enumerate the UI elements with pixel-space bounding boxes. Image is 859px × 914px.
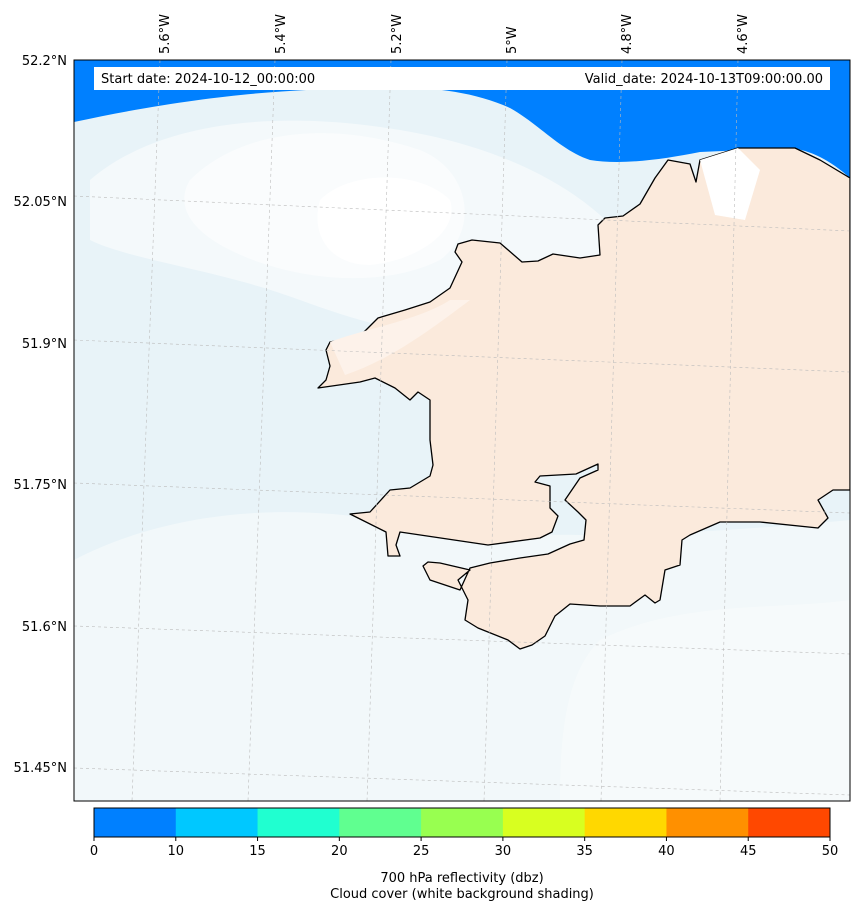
- colorbar-segment: [421, 808, 504, 837]
- colorbar: 0 10 15 20 25 30 35 40 45 50: [90, 807, 839, 859]
- lon-label-5-6w: 5.6°W: [158, 14, 173, 54]
- land-shading-light: [330, 300, 470, 375]
- lat-label-51-6n: 51.6°N: [22, 620, 67, 635]
- colorbar-tick-label: 15: [249, 844, 266, 859]
- colorbar-tick-label: 25: [413, 844, 430, 859]
- lon-label-4-8w: 4.8°W: [620, 14, 635, 54]
- colorbar-segment: [175, 808, 259, 837]
- colorbar-label-reflectivity: 700 hPa reflectivity (dbz): [380, 871, 544, 886]
- colorbar-segment: [748, 808, 831, 837]
- colorbar-tick-label: 40: [658, 844, 675, 859]
- colorbar-segment: [584, 808, 667, 837]
- latitude-labels: 52.2°N 52.05°N 51.9°N 51.75°N 51.6°N 51.…: [14, 54, 67, 776]
- lon-label-5w: 5°W: [505, 26, 520, 54]
- colorbar-tick-label: 45: [740, 844, 757, 859]
- cloud-cover-shading-southeast: [560, 600, 850, 801]
- map-panel: [74, 60, 850, 801]
- valid-date-label: Valid_date: 2024-10-13T09:00:00.00: [585, 72, 823, 87]
- lat-label-51-9n: 51.9°N: [22, 337, 67, 352]
- lat-label-52-2n: 52.2°N: [22, 54, 67, 69]
- colorbar-segment: [257, 808, 340, 837]
- start-date-label: Start date: 2024-10-12_00:00:00: [101, 72, 315, 87]
- colorbar-segment: [339, 808, 422, 837]
- lat-label-52-05n: 52.05°N: [14, 195, 67, 210]
- colorbar-tick-label: 50: [822, 844, 839, 859]
- land-cloud-patch: [700, 148, 760, 220]
- colorbar-frame: [93, 807, 831, 838]
- colorbar-tick-label: 30: [495, 844, 512, 859]
- colorbar-tick-label: 10: [168, 844, 185, 859]
- lon-label-5-4w: 5.4°W: [274, 14, 289, 54]
- colorbar-segment: [94, 808, 177, 837]
- date-banner: [94, 67, 830, 90]
- lat-label-51-75n: 51.75°N: [14, 478, 67, 493]
- colorbar-segment: [666, 808, 749, 837]
- colorbar-tick-label: 0: [90, 844, 98, 859]
- colorbar-segment: [502, 808, 586, 837]
- lat-label-51-45n: 51.45°N: [14, 761, 67, 776]
- longitude-labels: 5.6°W 5.4°W 5.2°W 5°W 4.8°W 4.6°W: [158, 14, 751, 54]
- lon-label-4-6w: 4.6°W: [736, 14, 751, 54]
- colorbar-label-cloud-cover: Cloud cover (white background shading): [330, 887, 594, 902]
- colorbar-tick-label: 35: [576, 844, 593, 859]
- cloud-cover-shading-white: [317, 177, 452, 265]
- lon-label-5-2w: 5.2°W: [390, 14, 405, 54]
- colorbar-tick-label: 20: [331, 844, 348, 859]
- land-area: [317, 147, 850, 650]
- map-frame: [73, 59, 851, 802]
